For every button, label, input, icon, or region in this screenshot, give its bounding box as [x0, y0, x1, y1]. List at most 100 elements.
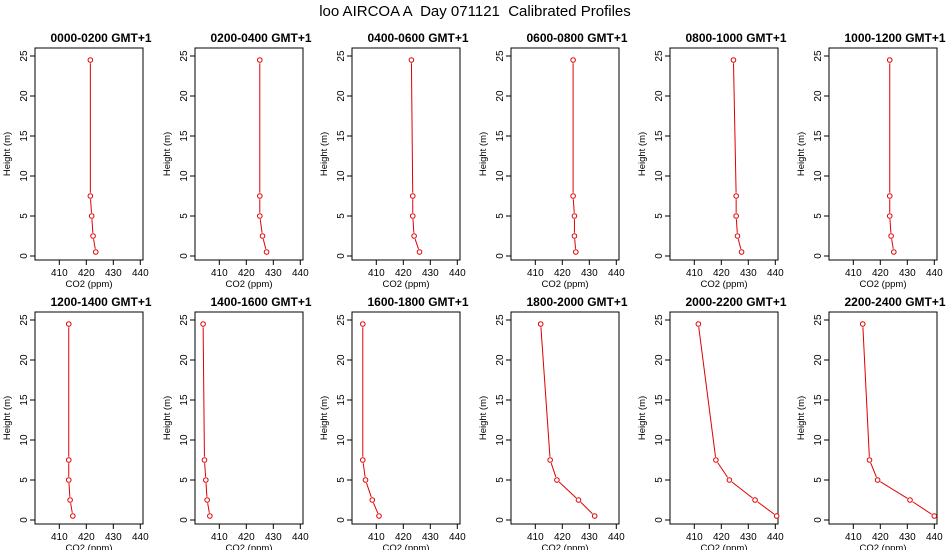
x-tick-label: 440 — [449, 532, 466, 543]
x-tick-label: 440 — [608, 532, 625, 543]
y-axis-label: Height (m) — [637, 396, 648, 440]
data-point — [886, 193, 893, 199]
data-point — [573, 249, 579, 255]
data-point — [257, 57, 263, 63]
y-tick-label: 5 — [336, 477, 347, 483]
y-tick-label: 20 — [19, 354, 30, 366]
data-point — [416, 249, 423, 255]
x-tick-label: 410 — [368, 268, 385, 279]
data-point — [891, 249, 897, 255]
y-tick-label: 15 — [813, 130, 824, 142]
y-tick-label: 20 — [495, 90, 506, 102]
profile-line-segment — [572, 199, 575, 213]
y-tick-label: 10 — [495, 434, 506, 446]
x-tick-label: 440 — [132, 268, 149, 279]
profile-line-segment — [870, 462, 877, 478]
profile-panel: 0200-0400 GMT+1 410 420 430 440 0 5 10 15 20 25 CO2… — [162, 31, 312, 290]
data-point — [263, 249, 270, 255]
data-point — [87, 193, 94, 199]
x-axis-label: CO2 (ppm) — [542, 279, 589, 290]
x-axis-label: CO2 (ppm) — [383, 279, 430, 290]
panel-title: 1800-2000 GMT+1 — [526, 295, 627, 309]
data-point — [575, 497, 582, 503]
x-tick-label: 440 — [926, 532, 943, 543]
y-axis-label: Height (m) — [796, 132, 807, 176]
x-tick-label: 430 — [105, 268, 122, 279]
profile-line-segment — [204, 463, 207, 477]
profile-panel: 1200-1400 GMT+1 410 420 430 440 0 5 10 15 20 25 CO2… — [2, 295, 152, 550]
y-tick-label: 0 — [179, 253, 190, 259]
y-axis-label: Height (m) — [2, 132, 13, 176]
x-tick-label: 420 — [238, 268, 255, 279]
plot-frame — [828, 311, 938, 525]
y-tick-label: 20 — [179, 354, 190, 366]
data-point — [369, 497, 376, 503]
x-tick-label: 420 — [713, 268, 730, 279]
y-tick-label: 0 — [813, 517, 824, 523]
plot-frame — [510, 47, 620, 261]
y-tick-label: 20 — [336, 354, 347, 366]
x-tick-label: 410 — [527, 268, 544, 279]
y-tick-label: 0 — [336, 517, 347, 523]
plot-frame — [34, 311, 144, 525]
y-tick-label: 20 — [654, 354, 665, 366]
y-tick-label: 15 — [19, 130, 30, 142]
profile-panel: 2000-2200 GMT+1 410 420 430 440 0 5 10 15 20 25 CO2… — [637, 295, 787, 550]
x-axis-label: CO2 (ppm) — [860, 279, 907, 290]
y-tick-label: 0 — [495, 253, 506, 259]
profile-panel: 0400-0600 GMT+1 410 420 430 440 0 5 10 15 20 25 CO2… — [319, 31, 469, 290]
x-tick-label: 420 — [78, 532, 95, 543]
y-tick-label: 25 — [19, 314, 30, 326]
x-tick-label: 410 — [368, 532, 385, 543]
x-axis-label: CO2 (ppm) — [66, 543, 113, 550]
plot-frame — [194, 47, 304, 261]
y-tick-label: 5 — [813, 477, 824, 483]
x-tick-label: 420 — [238, 532, 255, 543]
data-point — [203, 477, 209, 483]
x-tick-label: 440 — [292, 532, 309, 543]
data-point — [570, 57, 576, 63]
y-axis-label: Height (m) — [478, 132, 489, 176]
y-tick-label: 5 — [495, 213, 506, 219]
y-tick-label: 0 — [495, 517, 506, 523]
y-tick-label: 10 — [813, 434, 824, 446]
profile-line-segment — [91, 219, 94, 233]
x-tick-label: 430 — [581, 268, 598, 279]
data-point — [726, 477, 733, 483]
figure-title: loo AIRCOA A Day 071121 Calibrated Profi… — [319, 3, 631, 20]
profile-line-segment — [862, 327, 870, 457]
panel-title: 0000-0200 GMT+1 — [50, 31, 151, 45]
panel-title: 1400-1600 GMT+1 — [210, 295, 311, 309]
panel-title: 0800-1000 GMT+1 — [685, 31, 786, 45]
data-point — [907, 497, 913, 503]
plot-frame — [34, 47, 144, 261]
profile-line-segment — [205, 483, 208, 497]
profile-line-segment — [717, 462, 729, 478]
data-point — [257, 213, 263, 219]
data-point — [713, 457, 719, 463]
data-point — [570, 193, 576, 199]
x-tick-label: 410 — [211, 532, 228, 543]
x-tick-label: 430 — [740, 268, 757, 279]
y-tick-label: 5 — [19, 477, 30, 483]
y-tick-label: 25 — [495, 314, 506, 326]
data-point — [362, 477, 369, 483]
data-point — [547, 457, 553, 463]
data-point — [65, 321, 72, 327]
y-tick-label: 25 — [813, 314, 824, 326]
y-tick-label: 25 — [179, 314, 190, 326]
data-point — [571, 233, 578, 239]
profile-line-segment — [366, 482, 372, 498]
y-tick-label: 25 — [654, 314, 665, 326]
y-tick-label: 0 — [336, 253, 347, 259]
data-point — [695, 321, 702, 327]
data-point — [408, 57, 415, 63]
y-tick-label: 15 — [654, 394, 665, 406]
y-tick-label: 5 — [179, 477, 190, 483]
panel-title: 1000-1200 GMT+1 — [844, 31, 945, 45]
x-tick-label: 410 — [527, 532, 544, 543]
y-axis-label: Height (m) — [319, 396, 330, 440]
profile-line-segment — [550, 462, 557, 478]
y-tick-label: 15 — [179, 394, 190, 406]
data-point — [931, 513, 938, 519]
